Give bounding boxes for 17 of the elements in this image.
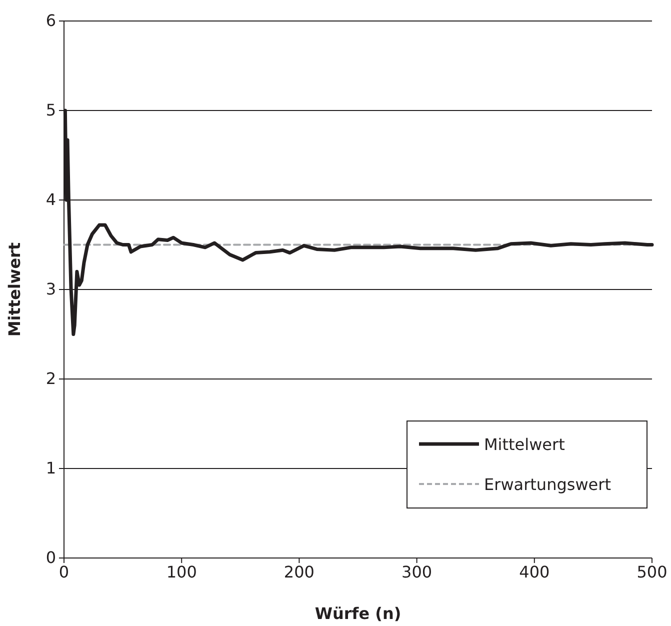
y-tick-label: 0 [46,548,56,568]
y-tick-label: 6 [46,11,56,30]
x-tick-label: 0 [58,562,70,582]
x-tick-label: 400 [519,562,550,582]
y-axis-title: Mittelwert [5,242,24,337]
x-axis-title: Würfe (n) [314,604,402,623]
y-tick-label: 3 [46,280,56,299]
y-tick-label: 2 [46,369,56,388]
x-tick-label: 100 [166,562,197,582]
x-tick-label: 500 [636,562,668,582]
legend-label: Mittelwert [484,435,565,454]
y-tick-label: 4 [46,190,56,210]
y-tick-label: 1 [46,458,56,478]
legend-label: Erwartungswert [484,475,611,494]
y-tick-label: 5 [46,100,56,120]
x-tick-label: 300 [402,562,432,582]
x-tick-label: 200 [284,562,314,582]
